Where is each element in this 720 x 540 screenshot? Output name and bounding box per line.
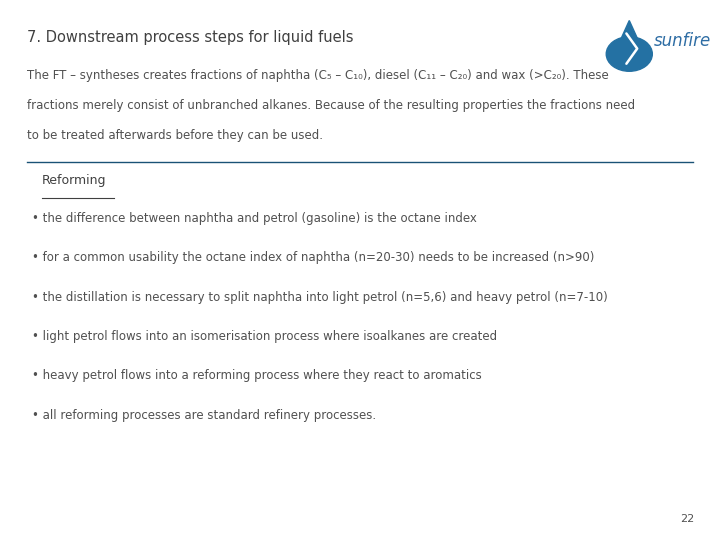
Text: • the difference between naphtha and petrol (gasoline) is the octane index: • the difference between naphtha and pet…	[32, 212, 477, 225]
Text: The FT – syntheses creates fractions of naphtha (C₅ – C₁₀), diesel (C₁₁ – C₂₀) a: The FT – syntheses creates fractions of …	[27, 69, 609, 82]
Text: 22: 22	[680, 514, 695, 524]
Text: • for a common usability the octane index of naphtha (n=20-30) needs to be incre: • for a common usability the octane inde…	[32, 251, 595, 264]
Text: • light petrol flows into an isomerisation process where isoalkanes are created: • light petrol flows into an isomerisati…	[32, 330, 498, 343]
Text: Reforming: Reforming	[42, 174, 107, 187]
Text: to be treated afterwards before they can be used.: to be treated afterwards before they can…	[27, 129, 323, 141]
Polygon shape	[617, 21, 642, 48]
Text: • all reforming processes are standard refinery processes.: • all reforming processes are standard r…	[32, 409, 377, 422]
Text: • heavy petrol flows into a reforming process where they react to aromatics: • heavy petrol flows into a reforming pr…	[32, 369, 482, 382]
Circle shape	[606, 37, 652, 71]
Text: • the distillation is necessary to split naphtha into light petrol (n=5,6) and h: • the distillation is necessary to split…	[32, 291, 608, 303]
Text: sunfire: sunfire	[654, 32, 711, 50]
Text: 7. Downstream process steps for liquid fuels: 7. Downstream process steps for liquid f…	[27, 30, 354, 45]
Text: fractions merely consist of unbranched alkanes. Because of the resulting propert: fractions merely consist of unbranched a…	[27, 99, 636, 112]
